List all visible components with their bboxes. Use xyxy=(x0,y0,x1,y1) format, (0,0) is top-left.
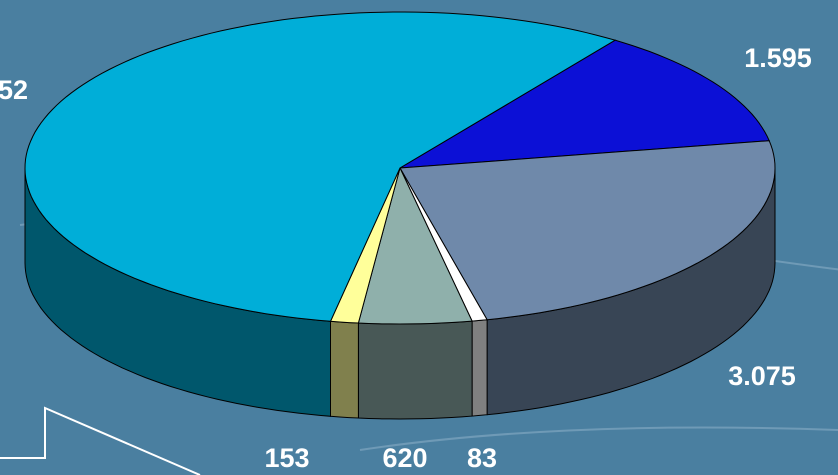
data-label: 83 xyxy=(467,443,497,473)
data-label: 620 xyxy=(382,443,427,473)
data-label: 52 xyxy=(0,75,28,105)
slice xyxy=(357,166,473,325)
slice xyxy=(24,11,617,322)
pie xyxy=(24,11,776,420)
decor-curve xyxy=(359,426,838,451)
slice-side xyxy=(330,320,359,419)
slice xyxy=(399,39,770,169)
data-label: 3.075 xyxy=(728,361,796,391)
data-label: 153 xyxy=(264,443,309,473)
slice xyxy=(399,140,776,321)
decor-line xyxy=(0,406,201,475)
data-label: 1.595 xyxy=(744,43,812,73)
slice-side xyxy=(357,320,473,420)
slice-side xyxy=(471,319,488,417)
